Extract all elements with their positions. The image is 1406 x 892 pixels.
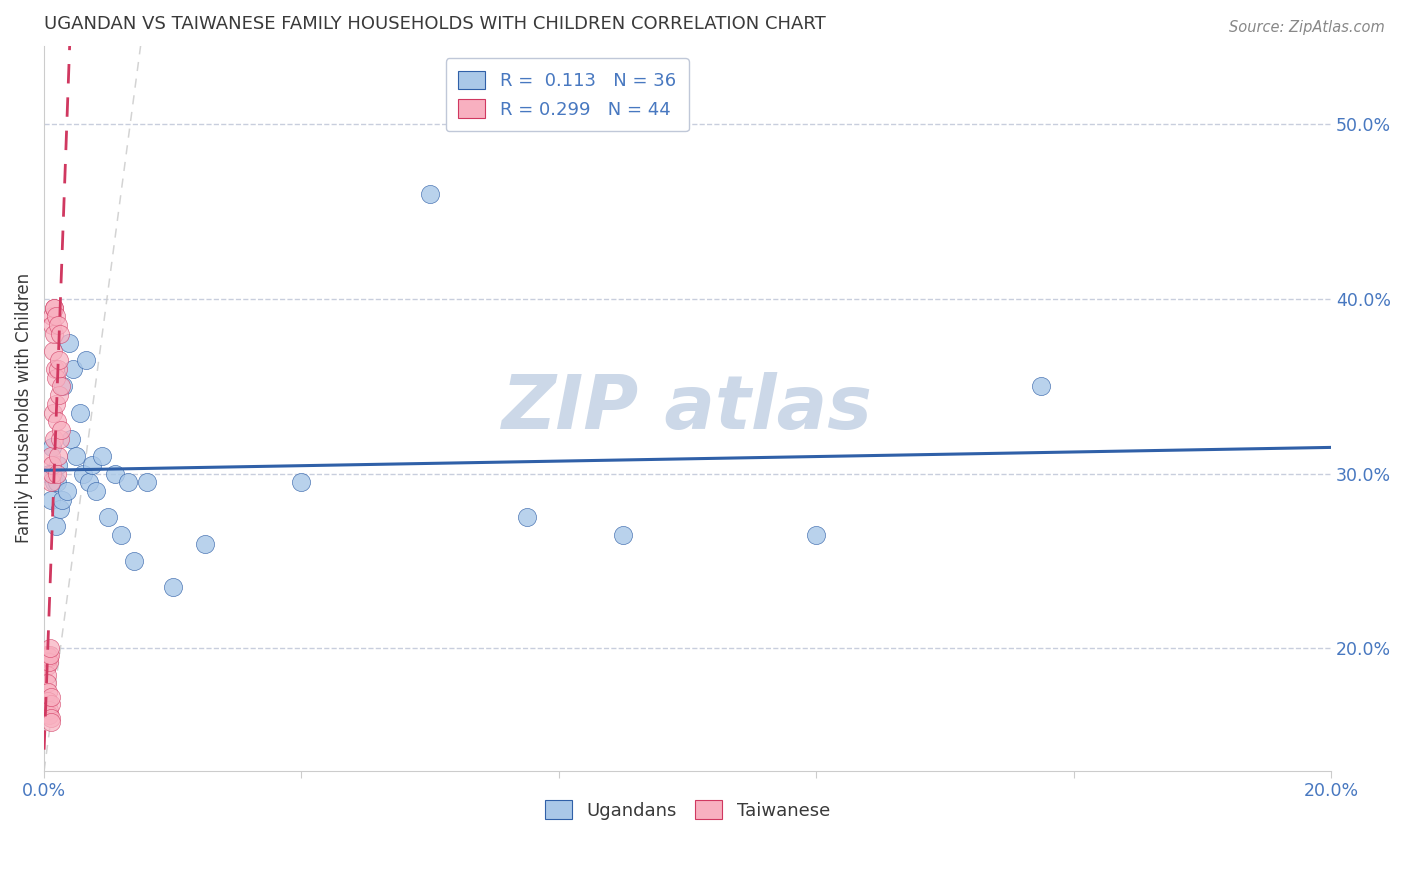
Point (41, 467, 63, 481)
Point (806, 528, 828, 542)
Point (42, 301, 65, 315)
Point (136, 475, 159, 490)
Point (49, 379, 72, 393)
Point (44, 362, 66, 376)
Point (38, 650, 60, 665)
Point (37, 654, 59, 668)
Point (290, 475, 312, 490)
Point (55, 484, 77, 499)
Point (39, 475, 62, 490)
Point (516, 510, 538, 524)
Point (38, 641, 60, 656)
Point (75, 353, 97, 368)
Point (41, 441, 63, 455)
Point (37, 676, 59, 690)
Point (37, 648, 59, 663)
Point (41, 310, 63, 324)
Point (162, 580, 184, 594)
Text: ZIP atlas: ZIP atlas (502, 372, 873, 445)
Point (46, 362, 69, 376)
Point (38, 707, 60, 722)
Point (46, 414, 69, 428)
Point (46, 458, 69, 472)
Point (37, 694, 59, 708)
Point (42, 475, 65, 490)
Point (52, 379, 75, 393)
Point (45, 397, 67, 411)
Point (38, 702, 60, 716)
Point (39, 449, 62, 463)
Point (48, 432, 70, 446)
Point (42, 405, 65, 419)
Point (45, 370, 67, 384)
Point (72, 467, 94, 481)
Point (38, 467, 60, 481)
Point (62, 362, 84, 376)
Point (37, 685, 59, 699)
Point (45, 310, 67, 324)
Point (44, 301, 66, 315)
Point (110, 528, 132, 542)
Point (37, 658, 59, 673)
Point (1031, 379, 1053, 393)
Text: UGANDAN VS TAIWANESE FAMILY HOUSEHOLDS WITH CHILDREN CORRELATION CHART: UGANDAN VS TAIWANESE FAMILY HOUSEHOLDS W… (44, 15, 825, 33)
Point (91, 449, 114, 463)
Point (46, 475, 69, 490)
Point (42, 344, 65, 359)
Point (37, 667, 59, 681)
Point (84, 484, 107, 499)
Text: Source: ZipAtlas.com: Source: ZipAtlas.com (1229, 20, 1385, 35)
Point (60, 432, 83, 446)
Point (38, 656, 60, 670)
Point (97, 510, 120, 524)
Point (122, 554, 145, 568)
Point (41, 458, 63, 472)
Point (51, 423, 73, 437)
Point (42, 326, 65, 341)
Point (49, 501, 72, 516)
Point (65, 449, 87, 463)
Legend: Ugandans, Taiwanese: Ugandans, Taiwanese (538, 793, 837, 827)
Point (612, 528, 634, 542)
Point (39, 690, 62, 705)
Point (419, 187, 441, 202)
Point (41, 318, 63, 333)
Point (51, 492, 73, 507)
Point (49, 326, 72, 341)
Point (82, 458, 104, 472)
Point (39, 492, 62, 507)
Point (77, 475, 100, 490)
Point (194, 536, 217, 550)
Point (46, 449, 69, 463)
Point (39, 711, 62, 725)
Point (48, 353, 70, 368)
Point (38, 648, 60, 663)
Y-axis label: Family Households with Children: Family Households with Children (15, 273, 32, 543)
Point (39, 714, 62, 729)
Point (58, 335, 80, 350)
Point (117, 475, 139, 490)
Point (46, 318, 69, 333)
Point (44, 432, 66, 446)
Point (46, 467, 69, 481)
Point (39, 698, 62, 712)
Point (69, 405, 91, 419)
Point (48, 388, 70, 402)
Point (104, 467, 127, 481)
Point (45, 519, 67, 533)
